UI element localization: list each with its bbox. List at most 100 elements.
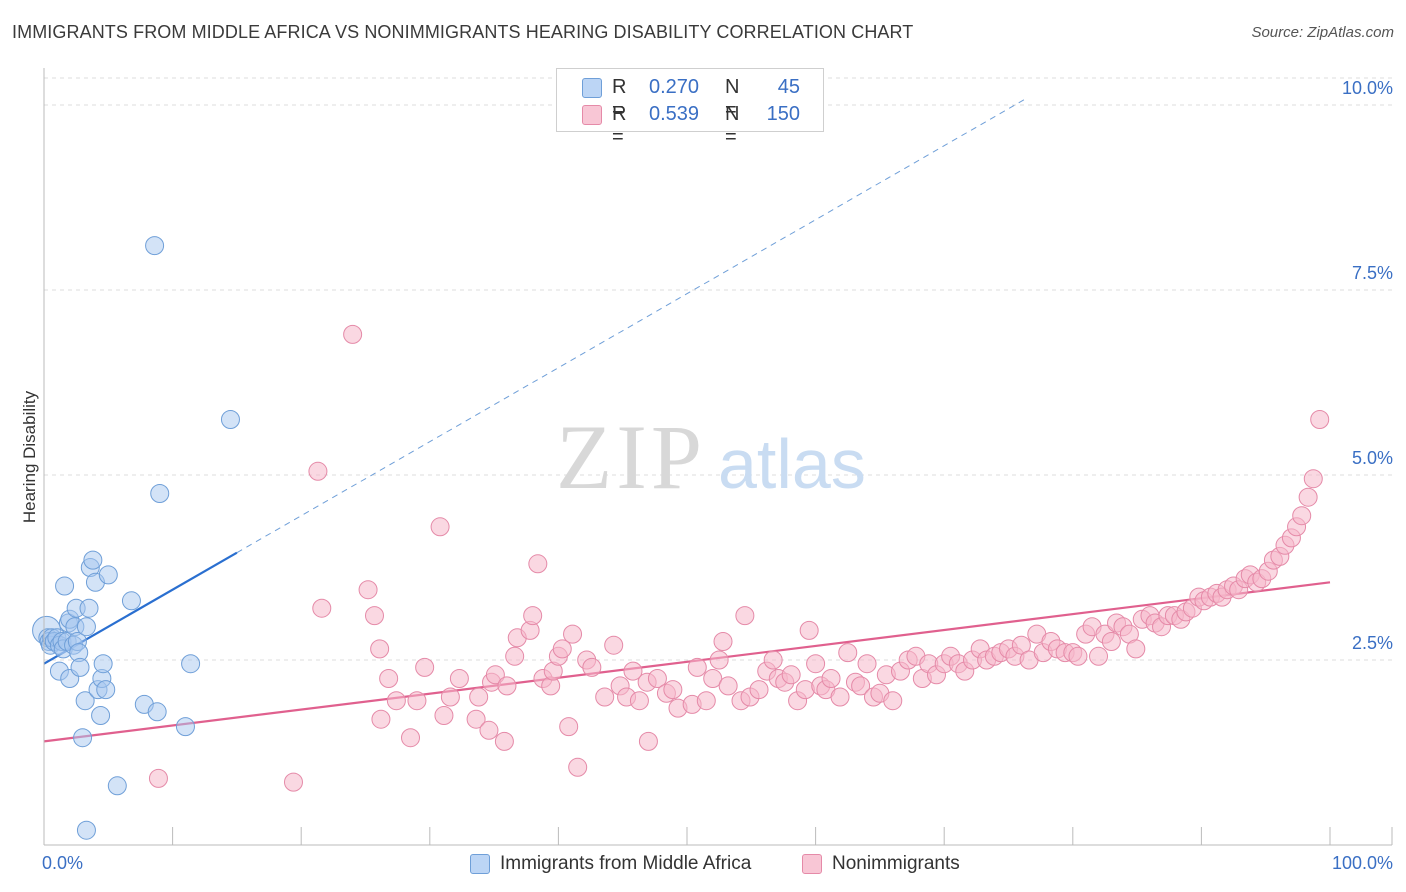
immigrants-point <box>175 717 195 737</box>
nonimmigrants-point <box>604 635 624 655</box>
r-label: R = <box>612 76 627 121</box>
nonimmigrants-point <box>713 632 733 651</box>
nonimmigrants-point <box>582 657 602 677</box>
nonimmigrants-point <box>552 639 572 659</box>
nonimmigrants-point <box>494 731 514 751</box>
nonimmigrants-point <box>358 580 378 600</box>
r-value: 0.270 <box>649 76 700 98</box>
nonimmigrants-point <box>781 665 801 685</box>
immigrants-point <box>73 728 93 748</box>
n-label: N = <box>725 103 740 148</box>
nonimmigrants-point <box>148 768 168 788</box>
nonimmigrants-point <box>806 654 826 674</box>
immigrants-point <box>98 565 118 585</box>
nonimmigrants-point <box>1068 646 1088 666</box>
nonimmigrants-point <box>479 720 499 740</box>
nonimmigrants-points <box>148 324 1330 792</box>
y-tick-label: 7.5% <box>1352 263 1393 283</box>
nonimmigrants-point <box>430 517 450 537</box>
nonimmigrants-point <box>838 643 858 663</box>
blue-swatch <box>582 78 602 98</box>
nonimmigrants-point <box>469 687 489 707</box>
x-tick-label: 0.0% <box>42 853 83 873</box>
nonimmigrants-point <box>505 646 525 666</box>
nonimmigrants-point <box>718 676 738 696</box>
nonimmigrants-point <box>1126 639 1146 659</box>
immigrants-point <box>96 680 116 700</box>
nonimmigrants-point <box>466 709 486 729</box>
nonimmigrants-point <box>379 669 399 688</box>
nonimmigrants-point <box>735 606 755 626</box>
nonimmigrants-point <box>883 691 903 711</box>
r-value: 0.539 <box>649 103 700 125</box>
nonimmigrants-point <box>386 691 406 711</box>
nonimmigrants-point <box>1298 487 1318 507</box>
nonimmigrants-point <box>647 669 667 688</box>
nonimmigrants-point <box>407 691 427 711</box>
nonimmigrants-point <box>440 687 460 707</box>
immigrants-point <box>145 236 165 256</box>
immigrants-point <box>93 654 113 674</box>
immigrants-point <box>75 691 95 711</box>
nonimmigrants-point <box>370 639 390 659</box>
nonimmigrants-point <box>1101 632 1121 651</box>
nonimmigrants-point <box>308 461 328 481</box>
immigrants-point <box>220 410 240 429</box>
pink-swatch <box>802 854 822 874</box>
nonimmigrants-point <box>449 669 469 688</box>
nonimmigrants-point <box>434 706 454 725</box>
nonimmigrants-point <box>497 676 517 696</box>
nonimmigrants-point <box>799 620 819 640</box>
nonimmigrants-point <box>1310 410 1330 429</box>
nonimmigrants-point <box>821 669 841 688</box>
nonimmigrants-point <box>485 665 505 685</box>
axis-layer: 2.5% 5.0% 7.5% 10.0% 0.0% 100.0% <box>42 68 1393 873</box>
chart-title: IMMIGRANTS FROM MIDDLE AFRICA VS NONIMMI… <box>12 22 914 42</box>
nonimmigrants-point <box>312 598 332 618</box>
pink-swatch <box>582 105 602 125</box>
nonimmigrants-point <box>623 661 643 681</box>
immigrants-point <box>83 550 103 570</box>
nonimmigrants-point <box>595 687 615 707</box>
nonimmigrants-point <box>523 606 543 626</box>
nonimmigrants-point <box>568 757 588 777</box>
immigrants-point <box>150 484 170 503</box>
nonimmigrants-point <box>638 731 658 751</box>
grid-layer <box>44 77 1392 661</box>
nonimmigrants-point <box>687 657 707 677</box>
nonimmigrants-point <box>696 691 716 711</box>
nonimmigrants-point <box>703 669 723 688</box>
nonimmigrants-point <box>401 728 421 748</box>
immigrants-point <box>76 617 96 637</box>
n-value: 150 <box>766 103 800 125</box>
nonimmigrants-point <box>851 676 871 696</box>
nonimmigrants-point <box>629 691 649 711</box>
blue-swatch <box>470 854 490 874</box>
nonimmigrants-point <box>1089 646 1109 666</box>
nonimmigrants-point <box>1011 635 1031 655</box>
nonimmigrants-point <box>763 650 783 670</box>
y-tick-label: 5.0% <box>1352 448 1393 468</box>
stats-legend: R = 0.270 N = 45 R = 0.539 N = 150 <box>556 68 824 148</box>
watermark-atlas: atlas <box>718 425 866 503</box>
nonimmigrants-point <box>283 772 303 792</box>
immigrants-point <box>181 654 201 674</box>
immigrants-point <box>55 576 75 596</box>
nonimmigrants-point <box>1292 506 1312 526</box>
nonimmigrants-point <box>343 324 363 344</box>
nonimmigrants-point <box>749 680 769 700</box>
watermark-zip: ZIP <box>556 406 706 508</box>
n-value: 45 <box>777 76 800 98</box>
immigrants-point <box>121 591 141 611</box>
immigrants-point <box>79 598 99 618</box>
nonimmigrants-point <box>371 709 391 729</box>
nonimmigrants-point <box>830 687 850 707</box>
source-credit: Source: ZipAtlas.com <box>1251 24 1394 41</box>
immigrants-points <box>32 236 240 840</box>
nonimmigrants-point <box>415 657 435 677</box>
legend-label: Immigrants from Middle Africa <box>500 853 752 874</box>
immigrants-trend-extension <box>236 97 1029 554</box>
nonimmigrants-point <box>663 680 683 700</box>
nonimmigrants-point <box>563 624 583 644</box>
